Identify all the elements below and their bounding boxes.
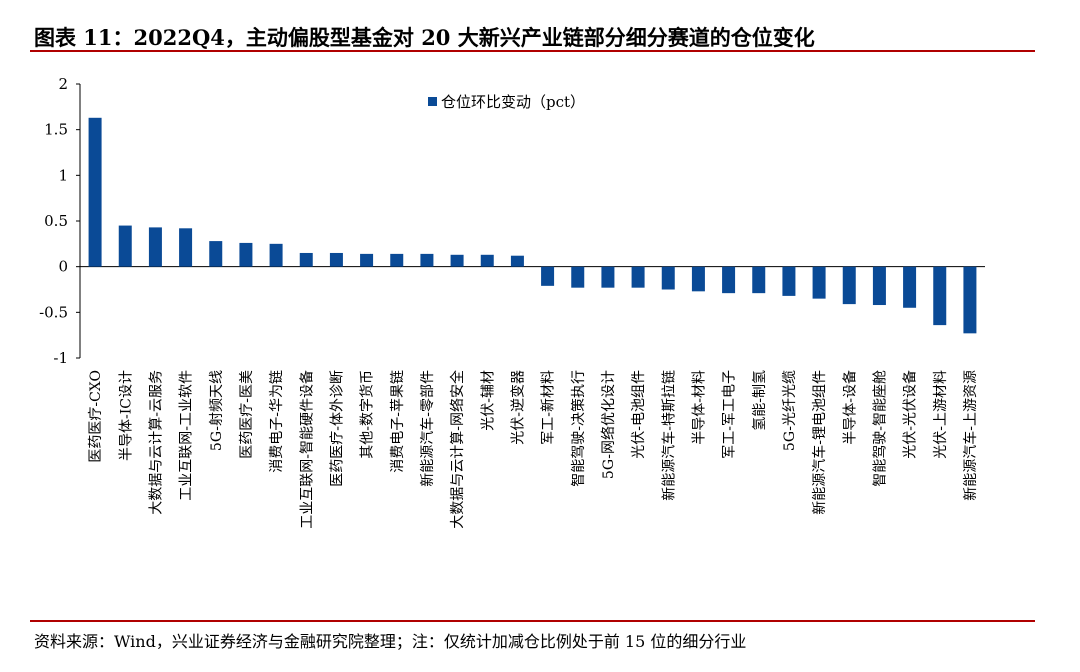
bar [782,266,796,296]
legend-label: 仓位环比变动（pct） [441,93,585,111]
x-tick-label: 军工-军工电子 [722,370,738,459]
x-tick-label: 医药医疗-医美 [239,370,255,459]
bar [872,266,886,306]
x-tick-label: 光伏-上游材料 [933,370,949,459]
bar [118,225,132,267]
x-tick-label: 光伏-电池组件 [631,370,647,459]
bar [269,243,283,267]
source-note: 资料来源：Wind，兴业证券经济与金融研究院整理；注：仅统计加减仓比例处于前 1… [34,632,747,651]
x-tick-label: 其他-数字货币 [359,370,376,459]
bar [842,266,856,305]
x-tick-label: 5G-网络优化设计 [601,370,617,479]
y-tick-label: -1 [53,349,68,367]
bar [661,266,675,290]
bar [179,228,193,267]
bar [812,266,826,299]
figure-title: 图表 11：2022Q4，主动偏股型基金对 20 大新兴产业链部分细分赛道的仓位… [34,25,815,50]
bar [329,252,343,267]
y-tick-label: 1 [58,166,68,184]
bar [752,266,766,294]
bar [480,254,494,267]
bar [360,253,374,267]
x-tick-label: 医药医疗-体外诊断 [329,370,345,487]
x-tick-label: 新能源汽车-上游资源 [962,370,979,501]
x-tick-label: 大数据与云计算-云服务 [148,370,164,515]
bar [420,253,434,267]
x-tick-label: 半导体-IC设计 [118,370,134,461]
bar [601,266,615,288]
y-tick-label: 1.5 [44,121,68,139]
x-tick-label: 工业互联网-智能硬件设备 [298,370,315,529]
bar [571,266,585,288]
x-tick-label: 5G-光纤光缆 [782,370,798,451]
bottom-rule [30,620,1035,622]
bar [541,266,555,286]
x-tick-label: 光伏-逆变器 [510,370,526,445]
x-tick-label: 工业互联网-工业软件 [179,370,195,501]
bar [239,242,253,267]
y-tick-label: 0 [58,258,68,276]
bar [390,253,404,267]
x-tick-label: 医药医疗-CXO [88,370,104,463]
x-tick-label: 5G-射频天线 [209,370,225,451]
bar [722,266,736,294]
x-tick-label: 智能驾驶-决策执行 [570,370,587,487]
x-tick-label: 新能源汽车-零部件 [419,370,436,487]
legend-swatch [428,97,437,106]
x-tick-label: 光伏-辅材 [480,370,496,431]
x-tick-label: 半导体-设备 [841,370,858,445]
x-tick-label: 新能源汽车-锂电池组件 [811,370,828,515]
bar [88,117,102,267]
x-tick-label: 新能源汽车-特斯拉链 [660,370,677,501]
bar [148,227,162,267]
bar [963,266,977,334]
x-tick-label: 半导体-材料 [691,370,707,445]
y-tick-label: 2 [58,75,68,93]
bar [933,266,947,326]
bar [299,252,313,267]
top-rule [30,50,1035,52]
x-tick-label: 军工-新材料 [541,370,557,445]
x-tick-label: 氢能-制氢 [752,370,768,431]
x-tick-label: 光伏-光伏设备 [902,370,919,459]
x-tick-label: 大数据与云计算-网络安全 [449,370,466,529]
y-tick-label: 0.5 [44,212,68,230]
bar [691,266,705,292]
x-tick-label: 消费电子-华为链 [269,370,285,473]
bar [510,255,524,267]
bar [631,266,645,288]
x-tick-label: 消费电子-苹果链 [390,370,406,473]
bar [903,266,917,308]
bar [209,241,223,267]
x-tick-label: 智能驾驶-智能座舱 [872,370,888,487]
y-tick-label: -0.5 [39,303,68,321]
bar [450,254,464,267]
